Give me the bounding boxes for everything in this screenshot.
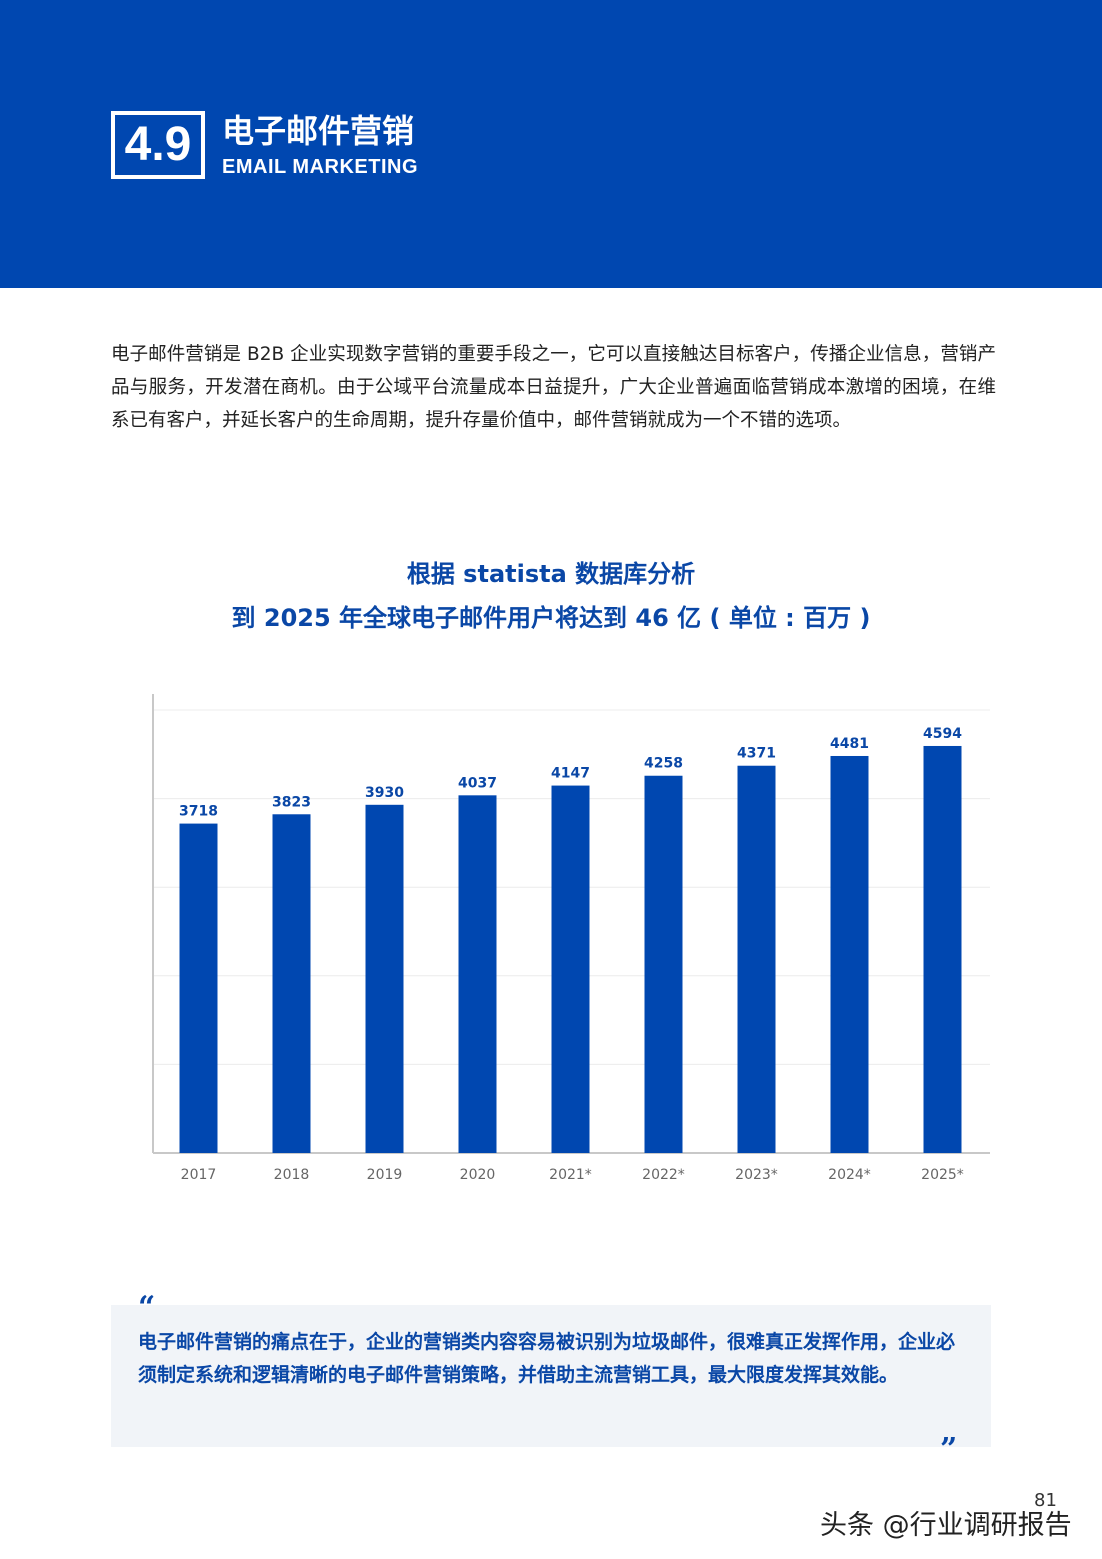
- bar-chart: 3718 2017 3823 2018 3930 2019 4037 2020 4147 2021…: [152, 694, 990, 1183]
- bar: [458, 795, 497, 1153]
- data-label: 3823: [272, 794, 311, 810]
- x-tick-label: 2023*: [735, 1167, 778, 1183]
- bar: [272, 814, 311, 1153]
- chart-subtitle: 到 2025 年全球电子邮件用户将达到 46 亿 ( 单位 : 百万 ): [231, 604, 871, 632]
- x-tick-label: 2018: [274, 1167, 310, 1183]
- bar: [179, 823, 218, 1153]
- x-tick-label: 2017: [181, 1167, 217, 1183]
- section-title: 电子邮件营销: [222, 112, 415, 150]
- quote-box: [111, 1305, 991, 1447]
- close-quote-icon: ”: [940, 1432, 958, 1467]
- data-label: 4481: [830, 736, 869, 752]
- bar: [644, 775, 683, 1153]
- x-tick-label: 2022*: [642, 1167, 685, 1183]
- bar: [830, 755, 869, 1153]
- watermark: 头条 @行业调研报告: [820, 1510, 1072, 1541]
- section-number: 4.9: [111, 111, 205, 179]
- open-quote-icon: “: [138, 1290, 156, 1325]
- x-tick-label: 2019: [367, 1167, 403, 1183]
- x-tick-label: 2024*: [828, 1167, 871, 1183]
- section-header: 4.9 电子邮件营销 EMAIL MARKETING: [0, 0, 1102, 288]
- data-label: 3718: [179, 804, 218, 820]
- data-label: 4037: [458, 775, 497, 791]
- bar: [551, 785, 590, 1153]
- data-label: 4147: [551, 766, 590, 782]
- x-tick-label: 2025*: [921, 1167, 964, 1183]
- intro-paragraph: 电子邮件营销是 B2B 企业实现数字营销的重要手段之一，它可以直接触达目标客户，…: [111, 344, 996, 431]
- bar: [737, 765, 776, 1153]
- data-label: 4258: [644, 756, 683, 772]
- section-subtitle: EMAIL MARKETING: [222, 156, 419, 178]
- x-tick-label: 2021*: [549, 1167, 592, 1183]
- bar: [365, 804, 404, 1153]
- quote-text: 电子邮件营销的痛点在于，企业的营销类内容容易被识别为垃圾邮件，很难真正发挥作用，…: [138, 1331, 956, 1386]
- data-label: 4594: [923, 726, 962, 742]
- bar: [923, 745, 962, 1153]
- data-label: 4371: [737, 746, 776, 762]
- x-tick-label: 2020: [460, 1167, 496, 1183]
- page-number: 81: [1034, 1490, 1057, 1511]
- data-label: 3930: [365, 785, 404, 801]
- chart-title: 根据 statista 数据库分析: [406, 560, 696, 588]
